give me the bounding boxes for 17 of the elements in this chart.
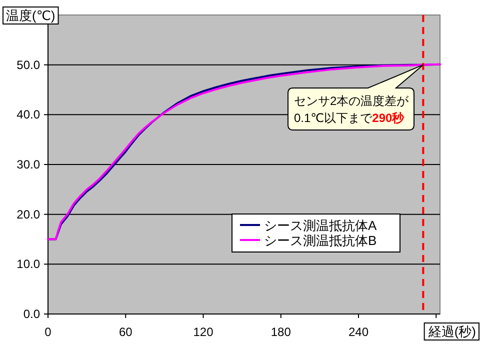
y-tick-label: 40.0 [16,108,40,122]
y-tick-label: 0.0 [23,307,40,321]
y-tick-label: 50.0 [16,58,40,72]
y-tick-label: 10.0 [16,257,40,272]
annotation: センサ2本の温度差が0.1℃以下まで290秒 [294,94,410,125]
callout-annotation: センサ2本の温度差が0.1℃以下まで290秒 [288,64,424,130]
x-tick-label: 240 [348,325,369,339]
x-tick-label: 120 [193,325,214,339]
y-axis-title: 温度(℃) [6,8,56,23]
x-tick-label: 180 [270,325,292,339]
legend-label: シース測温抵抗体A [264,218,377,233]
x-tick-label: 60 [118,325,133,339]
x-axis-title: 経過(秒) [427,324,476,339]
y-tick-label: 20.0 [16,207,40,222]
x-tick-label: 0 [44,325,52,339]
y-tick-label: 30.0 [16,158,40,172]
legend-label: シース測温抵抗体B [264,233,377,248]
